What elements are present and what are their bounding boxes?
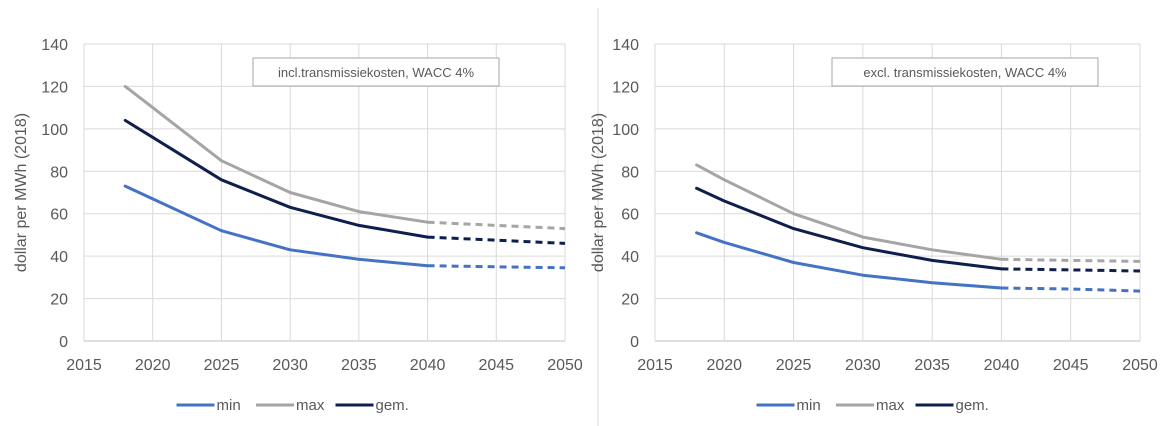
y-axis-label: dollar per MWh (2018)	[13, 113, 30, 272]
series-line-gem	[123, 118, 430, 239]
y-tick-label: 80	[621, 164, 639, 181]
x-tick-label: 2025	[776, 357, 812, 374]
x-tick-label: 2020	[135, 357, 171, 374]
x-tick-label: 2040	[410, 357, 446, 374]
x-tick-label: 2045	[1053, 357, 1089, 374]
x-tick-label: 2025	[204, 357, 240, 374]
legend-label: min	[797, 397, 821, 414]
series-line-gem	[695, 186, 1003, 271]
y-tick-label: 0	[630, 334, 639, 351]
x-tick-label: 2015	[637, 357, 673, 374]
series-line-min	[695, 231, 1003, 290]
legend-label: max	[296, 397, 325, 414]
y-tick-label: 140	[612, 37, 639, 54]
y-tick-label: 100	[41, 122, 68, 139]
x-tick-label: 2045	[478, 357, 514, 374]
x-tick-label: 2040	[984, 357, 1020, 374]
x-tick-label: 2020	[706, 357, 742, 374]
annotation-text: excl. transmissiekosten, WACC 4%	[863, 65, 1067, 80]
series-line-max	[123, 84, 430, 224]
annotation-text: incl.transmissiekosten, WACC 4%	[278, 65, 474, 80]
series-line-max	[695, 163, 1003, 261]
y-tick-label: 20	[50, 292, 68, 309]
legend-label: gem.	[376, 397, 409, 414]
y-tick-label: 120	[612, 79, 639, 96]
y-tick-label: 40	[621, 249, 639, 266]
x-tick-label: 2030	[272, 357, 308, 374]
x-tick-label: 2035	[341, 357, 377, 374]
y-tick-label: 60	[50, 207, 68, 224]
annotation-box	[252, 57, 500, 87]
x-tick-label: 2015	[66, 357, 102, 374]
x-tick-label: 2050	[547, 357, 583, 374]
y-axis-label: dollar per MWh (2018)	[590, 113, 607, 272]
y-tick-label: 100	[612, 122, 639, 139]
y-tick-label: 20	[621, 292, 639, 309]
x-tick-label: 2030	[845, 357, 881, 374]
y-tick-label: 60	[621, 207, 639, 224]
y-tick-label: 120	[41, 79, 68, 96]
x-tick-label: 2035	[914, 357, 950, 374]
y-tick-label: 140	[41, 37, 68, 54]
legend-label: gem.	[956, 397, 989, 414]
y-tick-label: 40	[50, 249, 68, 266]
series-projection-max	[427, 220, 566, 231]
x-tick-label: 2050	[1122, 357, 1158, 374]
series-projection-gem	[427, 235, 566, 245]
y-tick-label: 0	[59, 334, 68, 351]
series-line-min	[123, 184, 430, 268]
y-tick-label: 80	[50, 164, 68, 181]
annotation-box	[831, 57, 1099, 87]
series-projection-min	[427, 264, 566, 270]
legend-label: max	[876, 397, 905, 414]
legend-label: min	[217, 397, 241, 414]
